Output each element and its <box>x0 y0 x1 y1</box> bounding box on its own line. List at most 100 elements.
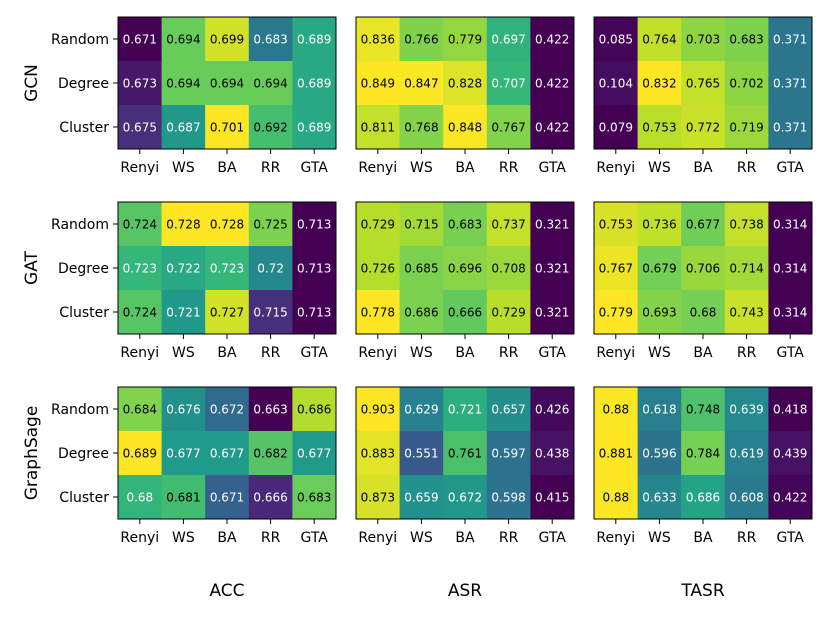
x-tick-label: GTA <box>776 530 804 546</box>
heatmap-cell-graphsage-tasr <box>637 475 682 520</box>
cell-value-label: 0.438 <box>535 447 569 461</box>
heatmap-cell-gat-acc <box>248 202 293 247</box>
heatmap-cell-graphsage-acc <box>248 387 293 432</box>
heatmap-cell-gat-asr <box>356 246 401 291</box>
heatmap-cell-graphsage-acc <box>118 431 163 476</box>
heatmap-cell-gat-acc <box>118 290 163 335</box>
cell-value-label: 0.104 <box>599 77 633 91</box>
heatmap-cell-gat-asr <box>356 202 401 247</box>
cell-value-label: 0.737 <box>491 218 525 232</box>
cell-value-label: 0.883 <box>361 447 395 461</box>
y-tick-label: Cluster <box>59 305 109 321</box>
x-tick-label: Renyi <box>596 345 635 361</box>
cell-value-label: 0.314 <box>773 262 807 276</box>
cell-value-label: 0.677 <box>686 218 720 232</box>
heatmap-cell-graphsage-acc <box>205 387 250 432</box>
heatmap-cell-graphsage-tasr <box>637 431 682 476</box>
cell-value-label: 0.682 <box>253 447 287 461</box>
cell-value-label: 0.767 <box>599 262 633 276</box>
heatmap-cell-gat-tasr <box>681 246 726 291</box>
cell-value-label: 0.715 <box>253 306 287 320</box>
heatmap-cell-graphsage-asr <box>486 431 531 476</box>
cell-value-label: 0.753 <box>599 218 633 232</box>
cell-value-label: 0.726 <box>361 262 395 276</box>
heatmap-cell-gcn-asr <box>443 105 488 150</box>
cell-value-label: 0.672 <box>448 491 482 505</box>
cell-value-label: 0.639 <box>729 403 763 417</box>
heatmap-cell-gat-asr <box>530 290 575 335</box>
cell-value-label: 0.085 <box>599 33 633 47</box>
cell-value-label: 0.699 <box>210 33 244 47</box>
cell-value-label: 0.694 <box>253 77 287 91</box>
cell-value-label: 0.729 <box>491 306 525 320</box>
cell-value-label: 0.422 <box>773 491 807 505</box>
heatmap-cell-graphsage-asr <box>356 431 401 476</box>
heatmap-cell-graphsage-tasr <box>594 387 639 432</box>
cell-value-label: 0.679 <box>642 262 676 276</box>
cell-value-label: 0.426 <box>535 403 569 417</box>
heatmap-cell-gcn-acc <box>248 105 293 150</box>
heatmap-cell-gcn-tasr <box>681 105 726 150</box>
heatmap-cell-gcn-tasr <box>637 61 682 106</box>
x-tick-label: Renyi <box>596 530 635 546</box>
heatmap-cell-gat-acc <box>205 202 250 247</box>
x-tick-label: RR <box>499 530 519 546</box>
x-tick-label: Renyi <box>120 345 159 361</box>
cell-value-label: 0.689 <box>297 77 331 91</box>
heatmap-cell-graphsage-asr <box>356 387 401 432</box>
heatmap-cell-gat-tasr <box>637 290 682 335</box>
heatmap-cell-gat-acc <box>161 290 206 335</box>
cell-value-label: 0.663 <box>253 403 287 417</box>
cell-value-label: 0.686 <box>297 403 331 417</box>
cell-value-label: 0.689 <box>297 33 331 47</box>
heatmap-cell-gcn-asr <box>356 105 401 150</box>
cell-value-label: 0.371 <box>773 77 807 91</box>
x-tick-label: RR <box>261 345 281 361</box>
heatmap-cell-gcn-acc <box>248 61 293 106</box>
x-tick-label: BA <box>455 160 475 176</box>
heatmap-cell-gcn-asr <box>486 105 531 150</box>
x-tick-label: Renyi <box>358 530 397 546</box>
cell-value-label: 0.694 <box>210 77 244 91</box>
x-tick-label: RR <box>737 160 757 176</box>
heatmap-cell-gcn-tasr <box>724 105 769 150</box>
heatmap-cell-gcn-acc <box>118 105 163 150</box>
heatmap-cell-gcn-acc <box>205 17 250 62</box>
x-tick-label: BA <box>217 345 237 361</box>
heatmap-cell-gat-acc <box>248 290 293 335</box>
heatmap-cell-graphsage-acc <box>292 387 337 432</box>
cell-value-label: 0.694 <box>166 33 200 47</box>
cell-value-label: 0.633 <box>642 491 676 505</box>
heatmap-cell-gat-acc <box>292 246 337 291</box>
cell-value-label: 0.724 <box>123 306 157 320</box>
cell-value-label: 0.714 <box>729 262 763 276</box>
heatmap-cell-gcn-acc <box>205 105 250 150</box>
column-group-label: ACC <box>209 581 244 601</box>
x-tick-label: WS <box>648 530 671 546</box>
x-tick-label: Renyi <box>120 530 159 546</box>
cell-value-label: 0.677 <box>210 447 244 461</box>
heatmap-cell-gcn-acc <box>118 17 163 62</box>
heatmap-cell-gat-asr <box>399 202 444 247</box>
cell-value-label: 0.683 <box>253 33 287 47</box>
heatmap-cell-graphsage-tasr <box>724 475 769 520</box>
cell-value-label: 0.713 <box>297 262 331 276</box>
heatmap-cell-gat-acc <box>205 246 250 291</box>
heatmap-cell-graphsage-tasr <box>724 387 769 432</box>
cell-value-label: 0.722 <box>166 262 200 276</box>
heatmap-cell-gat-asr <box>486 246 531 291</box>
y-tick-label: Degree <box>58 261 109 277</box>
column-group-label: ASR <box>448 581 482 601</box>
heatmap-cell-graphsage-tasr <box>681 475 726 520</box>
x-tick-label: Renyi <box>358 345 397 361</box>
heatmap-cell-graphsage-acc <box>161 431 206 476</box>
cell-value-label: 0.748 <box>686 403 720 417</box>
x-tick-label: Renyi <box>596 160 635 176</box>
cell-value-label: 0.683 <box>448 218 482 232</box>
cell-value-label: 0.657 <box>491 403 525 417</box>
cell-value-label: 0.629 <box>404 403 438 417</box>
cell-value-label: 0.836 <box>361 33 395 47</box>
heatmap-cell-graphsage-asr <box>486 387 531 432</box>
x-tick-label: Renyi <box>358 160 397 176</box>
